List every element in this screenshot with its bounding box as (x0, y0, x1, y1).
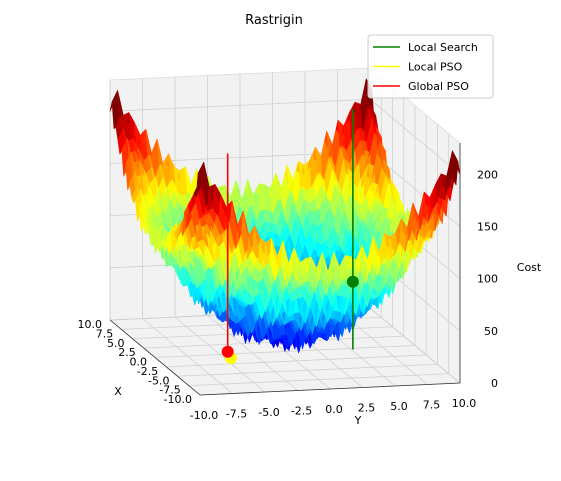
y-tick-label: -5.0 (258, 406, 279, 419)
y-tick-label: -10.0 (190, 409, 218, 422)
legend-entry: Global PSO (408, 80, 469, 93)
z-tick-label: 50 (484, 325, 498, 338)
legend-entry: Local PSO (408, 61, 463, 74)
z-tick-label: 0 (491, 377, 498, 390)
z-tick-label: 150 (477, 220, 498, 233)
y-tick-label: -7.5 (226, 408, 247, 421)
chart-title: Rastrigin (245, 13, 303, 28)
z-tick-label: 200 (477, 168, 498, 181)
y-tick-label: 7.5 (423, 399, 441, 412)
series-best-point (222, 346, 234, 358)
y-tick-label: 10.0 (452, 397, 477, 410)
x-tick-label: 10.0 (78, 318, 103, 331)
y-tick-label: 0.0 (325, 403, 343, 416)
z-axis-label: Cost (517, 261, 542, 274)
y-tick-label: -2.5 (291, 405, 312, 418)
series-best-point (347, 276, 359, 288)
legend-entry: Local Search (408, 41, 478, 54)
y-tick-label: 2.5 (358, 402, 376, 415)
y-tick-label: 5.0 (390, 400, 408, 413)
z-tick-label: 100 (477, 273, 498, 286)
x-axis-label: X (114, 385, 122, 398)
legend: Local Search Local PSO Global PSO (368, 35, 493, 98)
y-axis-label: Y (354, 414, 362, 427)
